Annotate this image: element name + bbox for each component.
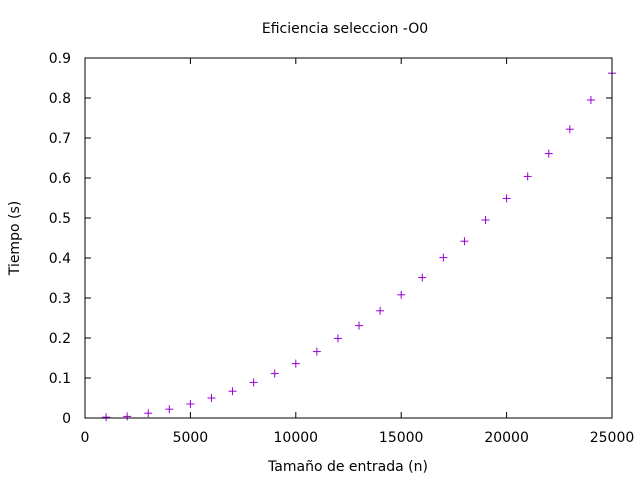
data-point <box>418 273 427 282</box>
y-tick-label: 0.1 <box>49 371 71 387</box>
data-point <box>165 405 174 414</box>
x-tick-label: 20000 <box>484 430 529 446</box>
data-point <box>565 125 574 134</box>
data-point <box>397 290 406 299</box>
plot-frame <box>84 57 613 419</box>
y-tick-label: 0.7 <box>49 131 71 147</box>
data-point <box>291 359 300 368</box>
data-point <box>523 172 532 181</box>
data-point <box>186 400 195 408</box>
x-axis-ticks: 0 5000 10000 15000 20000 25000 <box>81 58 635 446</box>
y-tick-label: 0.5 <box>49 211 71 227</box>
data-point <box>102 413 111 422</box>
data-point <box>460 237 469 246</box>
x-tick-label: 10000 <box>274 430 319 446</box>
y-tick-label: 0.4 <box>49 251 71 267</box>
x-tick-label: 0 <box>81 430 90 446</box>
data-points <box>102 69 616 422</box>
data-point <box>270 369 279 378</box>
y-tick-label: 0 <box>62 411 71 427</box>
chart-title: Eficiencia seleccion -O0 <box>262 21 428 37</box>
y-tick-label: 0.3 <box>49 291 71 307</box>
data-point <box>144 409 153 418</box>
x-tick-label: 5000 <box>173 430 209 446</box>
data-point <box>439 253 448 262</box>
data-point <box>123 412 132 421</box>
y-tick-label: 0.9 <box>49 51 71 67</box>
data-point <box>502 194 511 203</box>
data-point <box>249 378 258 387</box>
y-axis-label: Tiempo (s) <box>7 201 23 276</box>
data-point <box>312 347 321 356</box>
y-tick-label: 0.2 <box>49 331 71 347</box>
x-axis-label: Tamaño de entrada (n) <box>267 459 428 475</box>
data-point <box>544 149 553 158</box>
data-point <box>228 387 237 396</box>
data-point <box>333 334 342 343</box>
data-point <box>586 96 595 104</box>
data-point <box>207 394 216 402</box>
y-axis-ticks: 0 0.1 0.2 0.3 0.4 0.5 0.6 0.7 0.8 0.9 <box>49 51 612 427</box>
y-tick-label: 0.8 <box>49 91 71 107</box>
y-tick-label: 0.6 <box>49 171 71 187</box>
data-point <box>481 216 490 224</box>
x-tick-label: 25000 <box>590 430 635 446</box>
data-point <box>376 306 385 315</box>
x-tick-label: 15000 <box>379 430 424 446</box>
data-point <box>355 321 364 330</box>
